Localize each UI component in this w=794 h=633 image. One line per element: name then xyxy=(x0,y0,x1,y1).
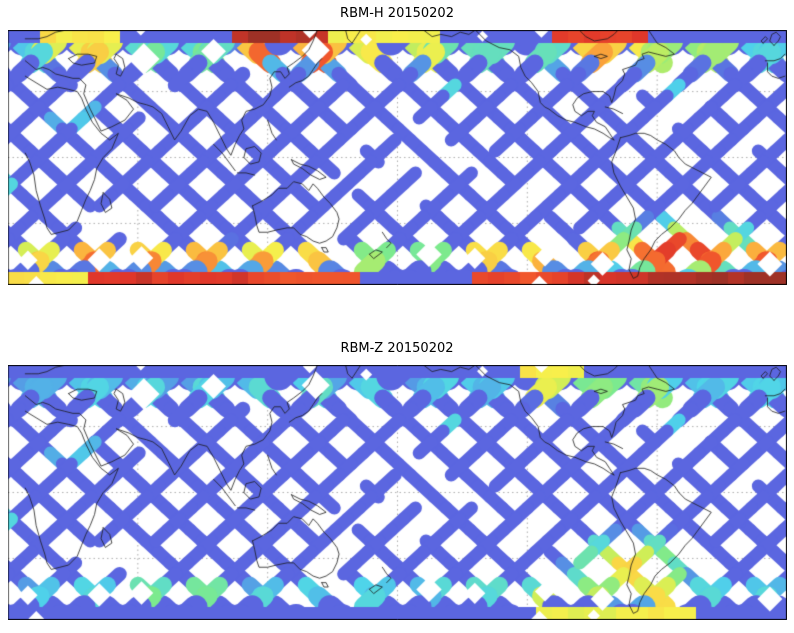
map-canvas-rbm-h xyxy=(7,30,787,285)
map-canvas-rbm-z xyxy=(7,365,787,620)
panel-title-rbm-z: RBM-Z 20150202 xyxy=(340,341,454,356)
panel-rbm-z: RBM-Z 20150202 xyxy=(0,285,794,620)
panel-rbm-h: RBM-H 20150202 xyxy=(0,0,794,285)
panel-title-rbm-h: RBM-H 20150202 xyxy=(340,6,454,21)
